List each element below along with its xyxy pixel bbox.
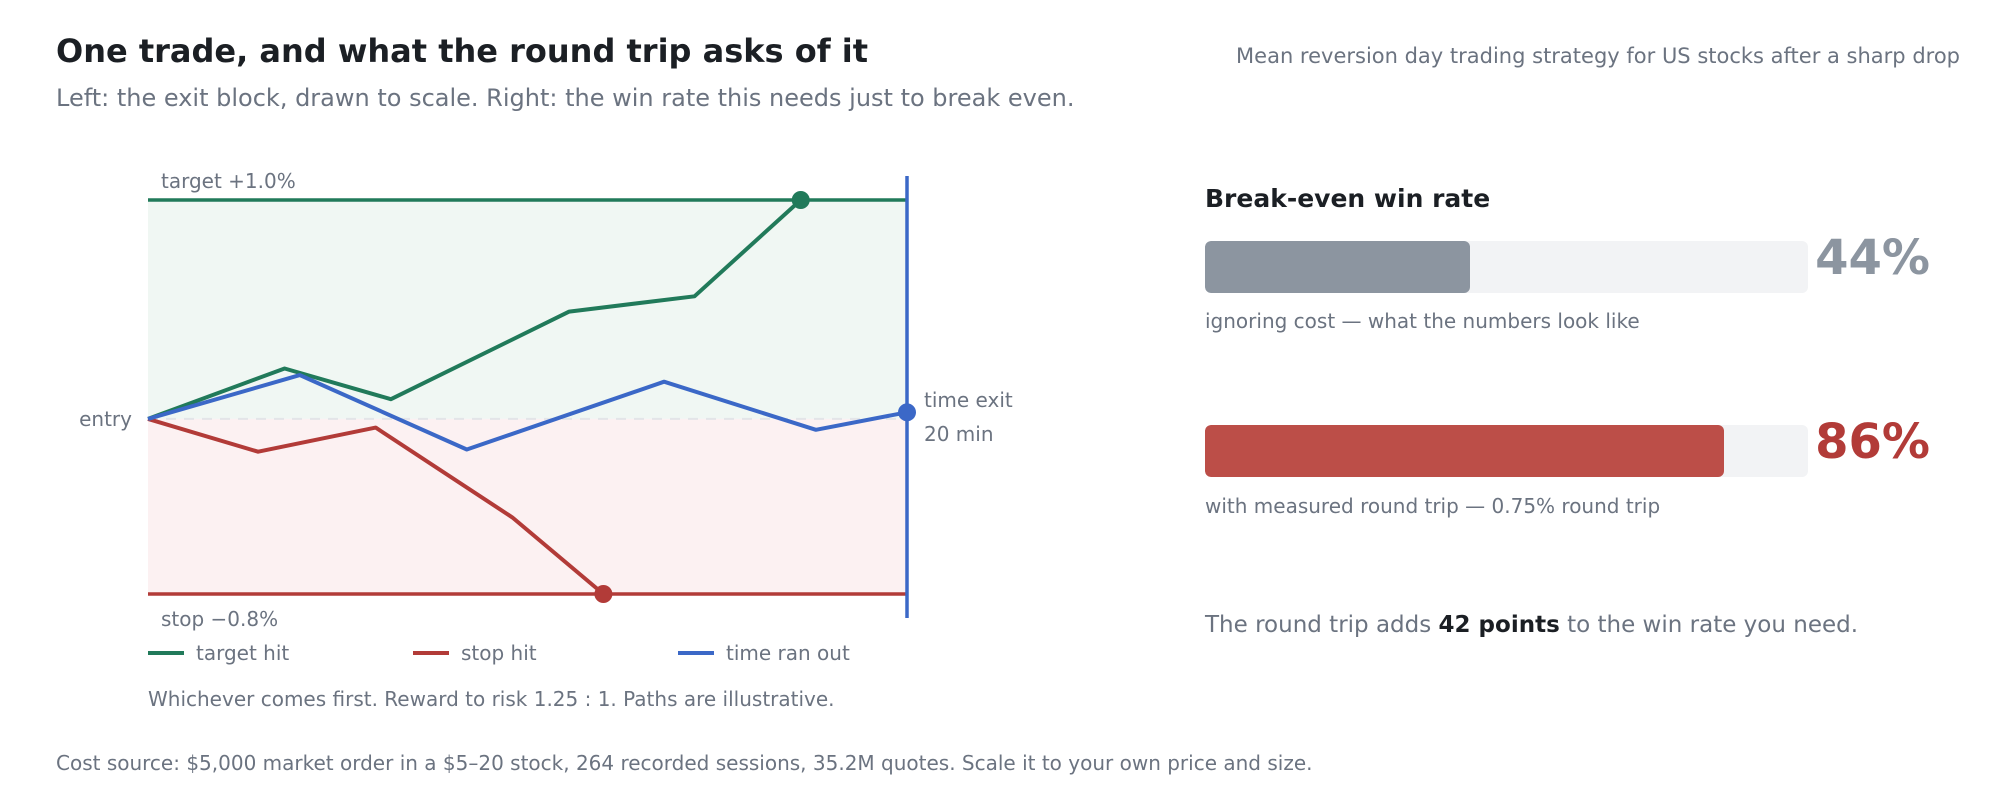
time-exit-duration-label: 20 min xyxy=(924,422,994,446)
legend-label-0: target hit xyxy=(196,641,289,665)
entry-label: entry xyxy=(79,407,132,431)
summary-emphasis: 42 points xyxy=(1438,612,1560,638)
caption-measured-round-trip: with measured round trip — 0.75% round t… xyxy=(1205,494,1661,518)
summary-sentence: The round trip adds 42 points to the win… xyxy=(1205,612,1858,638)
value-ignoring-cost: 44% xyxy=(1815,230,1930,286)
series-layer xyxy=(147,191,916,603)
context-label: Mean reversion day trading strategy for … xyxy=(1236,44,1960,68)
series-endpoint-1 xyxy=(594,585,613,603)
chart-legend: target hit stop hit time ran out xyxy=(148,641,850,665)
series-endpoint-2 xyxy=(898,403,916,422)
summary-after: to the win rate you need. xyxy=(1559,612,1859,638)
exit-block-chart: target +1.0% stop −0.8% entry time exit … xyxy=(79,169,1013,665)
caption-ignoring-cost: ignoring cost — what the numbers look li… xyxy=(1205,309,1640,333)
bar-ignoring-cost xyxy=(1205,241,1471,293)
page-title: One trade, and what the round trip asks … xyxy=(56,32,869,70)
legend-label-1: stop hit xyxy=(461,641,537,665)
chart-note: Whichever comes first. Reward to risk 1.… xyxy=(148,687,835,711)
series-line-0 xyxy=(147,198,803,421)
series-endpoint-0 xyxy=(791,191,810,209)
target-label: target +1.0% xyxy=(161,169,296,193)
summary-before: The round trip adds xyxy=(1205,612,1439,638)
series-line-2 xyxy=(147,373,908,452)
stop-label: stop −0.8% xyxy=(161,607,278,631)
page-subtitle: Left: the exit block, drawn to scale. Ri… xyxy=(56,84,1075,112)
series-line-1 xyxy=(147,416,605,596)
cost-source-footer: Cost source: $5,000 market order in a $5… xyxy=(56,751,1313,775)
time-exit-label: time exit xyxy=(924,388,1013,412)
break-even-title: Break-even win rate xyxy=(1205,184,1491,213)
value-measured-round-trip: 86% xyxy=(1815,414,1930,470)
bar-track-measured xyxy=(1205,425,1808,477)
bar-measured-round-trip xyxy=(1205,425,1724,477)
bar-track-ignoring-cost xyxy=(1205,241,1808,293)
legend-label-2: time ran out xyxy=(726,641,850,665)
stop-zone xyxy=(148,418,907,594)
